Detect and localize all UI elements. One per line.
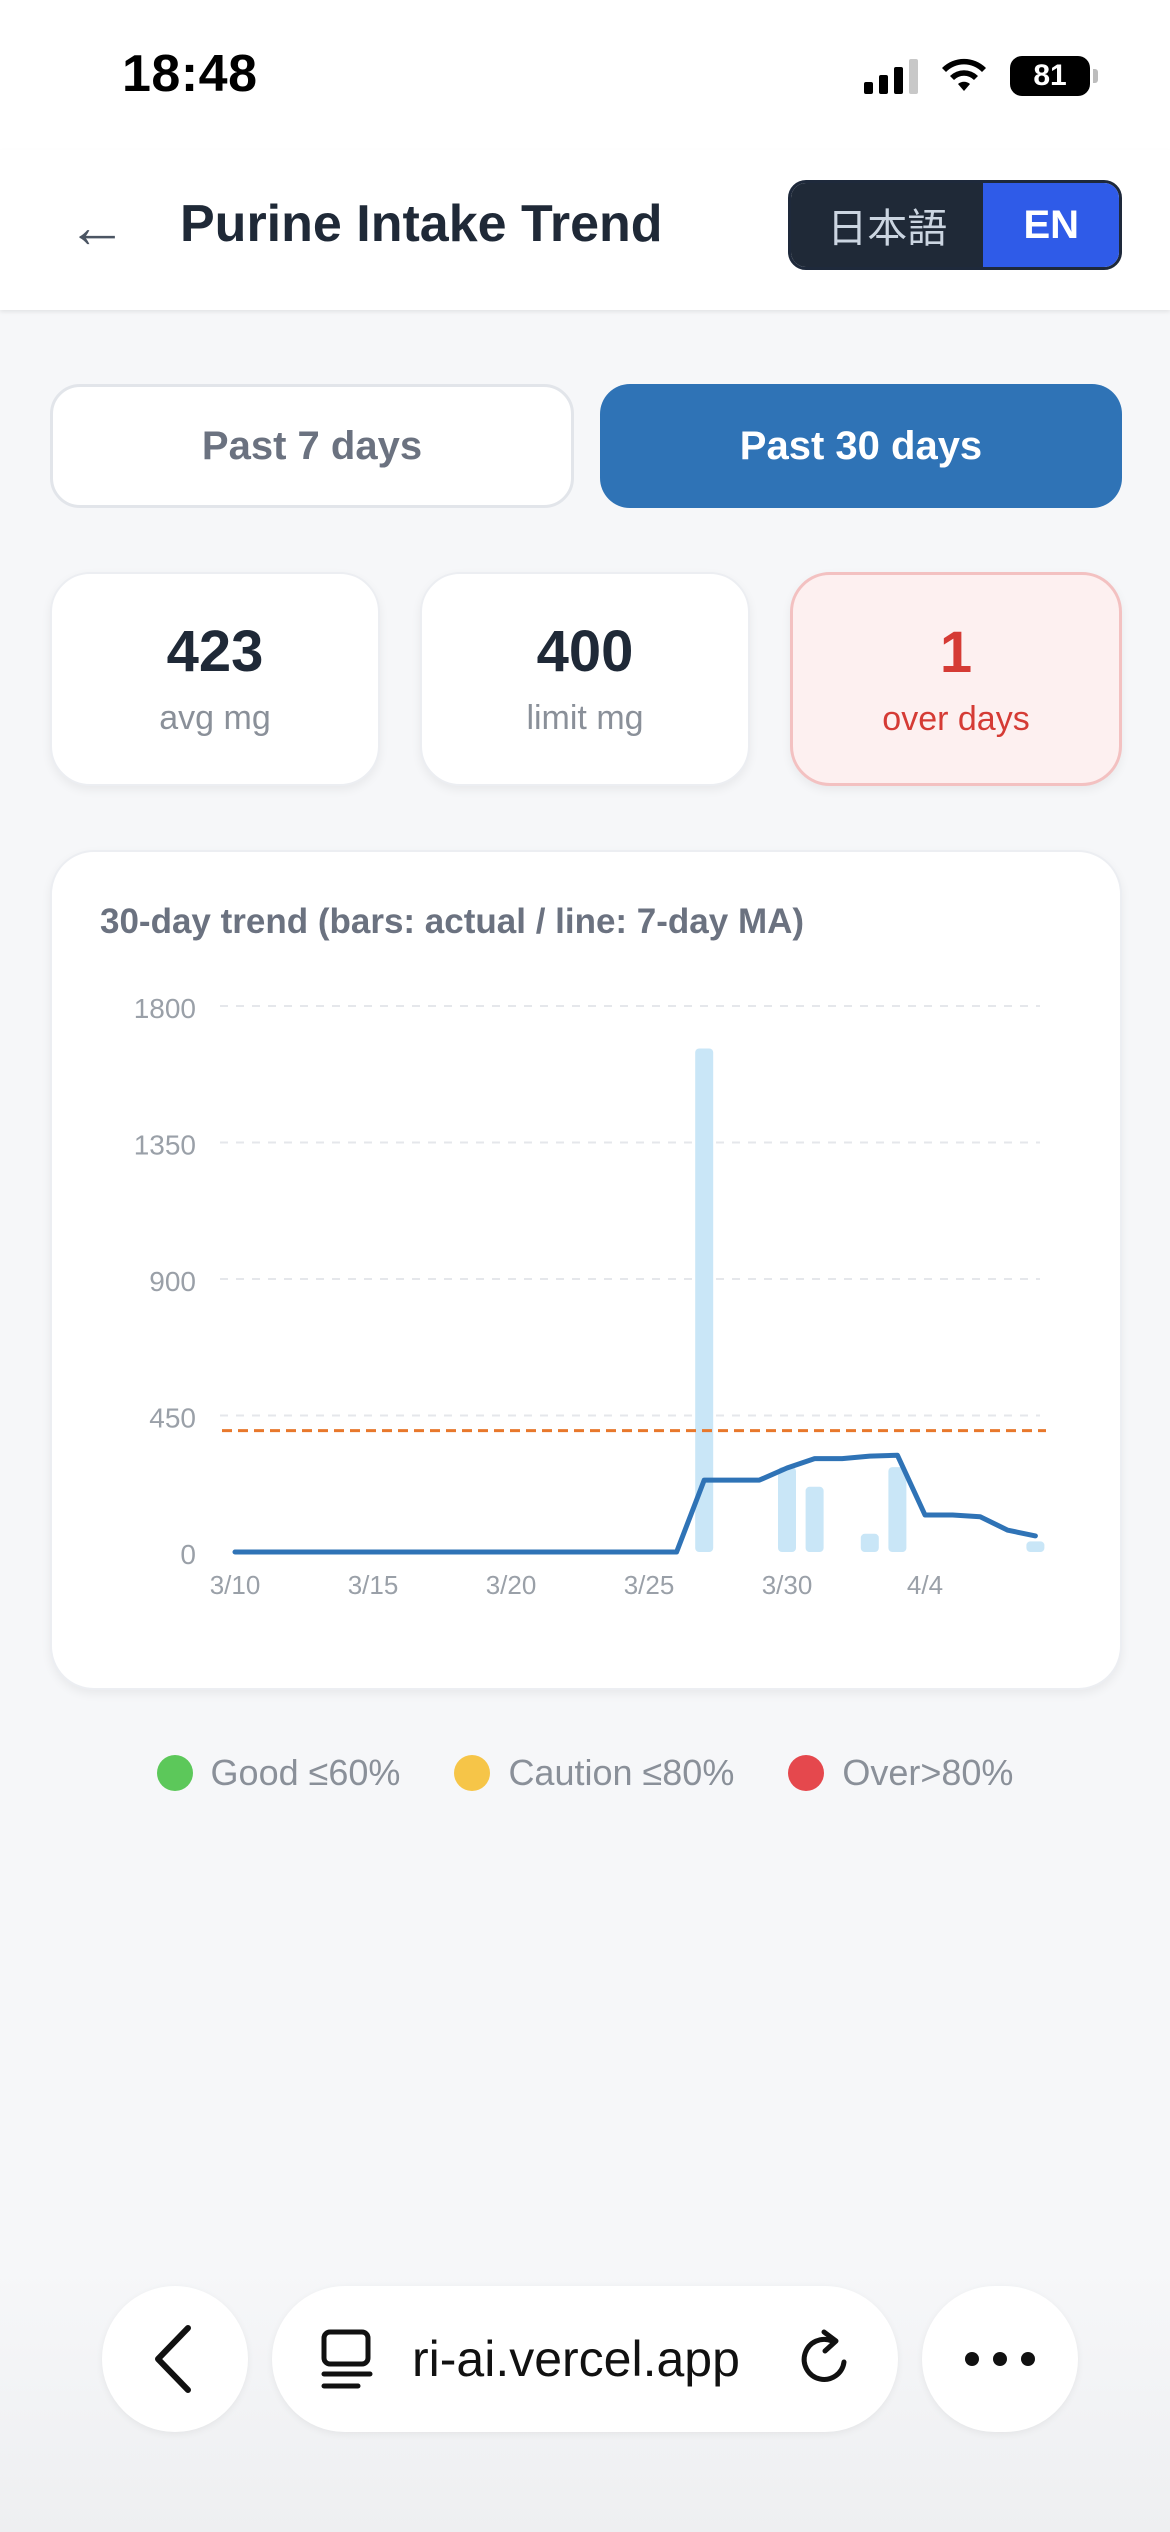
reload-icon[interactable]: [792, 2326, 858, 2392]
bar-mark: [778, 1467, 796, 1552]
battery-icon: 81: [1010, 56, 1098, 96]
lang-ja-button[interactable]: 日本語: [791, 183, 984, 267]
url-text: ri-ai.vercel.app: [412, 2331, 740, 2387]
browser-toolbar: ri-ai.vercel.app: [0, 2270, 1170, 2532]
back-arrow-icon[interactable]: ←: [67, 193, 127, 260]
stat-label: avg mg: [159, 699, 271, 737]
x-tick-label: 3/30: [762, 1570, 813, 1600]
y-tick-label: 900: [149, 1266, 196, 1297]
x-tick-label: 3/10: [210, 1570, 261, 1600]
status-bar: 18:48 81: [0, 0, 1170, 150]
x-tick-label: 3/25: [624, 1570, 675, 1600]
x-tick-label: 3/20: [486, 1570, 537, 1600]
legend-caution-dot: [454, 1755, 491, 1791]
more-dot: [993, 2352, 1007, 2366]
tab-overview-icon[interactable]: [314, 2326, 380, 2392]
trend-chart-card: 30-day trend (bars: actual / line: 7-day…: [50, 850, 1122, 1690]
moving-average-line: [232, 1452, 1038, 1555]
stat-label: limit mg: [526, 699, 644, 737]
chart-title: 30-day trend (bars: actual / line: 7-day…: [100, 902, 805, 941]
chevron-left-icon: [155, 2325, 191, 2393]
bar-mark: [888, 1467, 907, 1552]
stat-value: 400: [536, 619, 634, 684]
more-options-button[interactable]: [922, 2286, 1078, 2432]
status-time: 18:48: [122, 45, 258, 103]
legend-caution-label: Caution ≤80%: [508, 1752, 735, 1793]
chart-legend: Good ≤60% Caution ≤80% Over>80%: [0, 1748, 1170, 1798]
y-tick-label: 1800: [134, 993, 196, 1024]
trend-chart: 0 450 900 1350 1800 3/10 3/15 3/20 3/25 3/30 4/4: [134, 993, 1046, 1600]
stat-value: 423: [166, 619, 264, 684]
cellular-signal-icon: [864, 58, 918, 94]
bar-mark: [1026, 1541, 1045, 1552]
x-tick-label: 4/4: [907, 1570, 943, 1600]
y-tick-label: 1350: [134, 1130, 196, 1161]
stat-card-avg: 423 avg mg: [50, 572, 380, 786]
stat-card-limit: 400 limit mg: [420, 572, 750, 786]
tab-past-30-days[interactable]: Past 30 days: [600, 384, 1122, 508]
bar-mark: [805, 1486, 824, 1552]
legend-good-dot: [156, 1755, 193, 1791]
browser-back-button[interactable]: [102, 2286, 248, 2432]
stat-label: over days: [882, 700, 1030, 738]
address-bar[interactable]: ri-ai.vercel.app: [272, 2286, 898, 2432]
status-icons: 81: [864, 54, 1098, 98]
wifi-icon: [942, 58, 986, 91]
legend-good: Good ≤60%: [156, 1752, 401, 1794]
legend-caution: Caution ≤80%: [454, 1752, 734, 1794]
more-dot: [1021, 2352, 1035, 2366]
tab-past-7-days[interactable]: Past 7 days: [50, 384, 574, 508]
stat-value: 1: [939, 620, 973, 685]
y-tick-label: 450: [149, 1403, 196, 1434]
legend-over-dot: [788, 1755, 825, 1791]
x-tick-label: 3/15: [348, 1570, 399, 1600]
more-dot: [965, 2352, 979, 2366]
y-tick-label: 0: [180, 1539, 196, 1570]
bar-mark: [695, 1048, 714, 1552]
legend-good-label: Good ≤60%: [210, 1752, 401, 1793]
page-title: Purine Intake Trend: [180, 195, 663, 253]
legend-over-label: Over>80%: [842, 1752, 1014, 1793]
language-toggle: 日本語 EN: [788, 180, 1122, 270]
app-header: ← Purine Intake Trend 日本語 EN: [0, 150, 1170, 310]
lang-en-button[interactable]: EN: [983, 183, 1119, 267]
legend-over: Over>80%: [788, 1752, 1013, 1794]
stat-card-over-days: 1 over days: [790, 572, 1122, 786]
bar-mark: [860, 1533, 879, 1552]
